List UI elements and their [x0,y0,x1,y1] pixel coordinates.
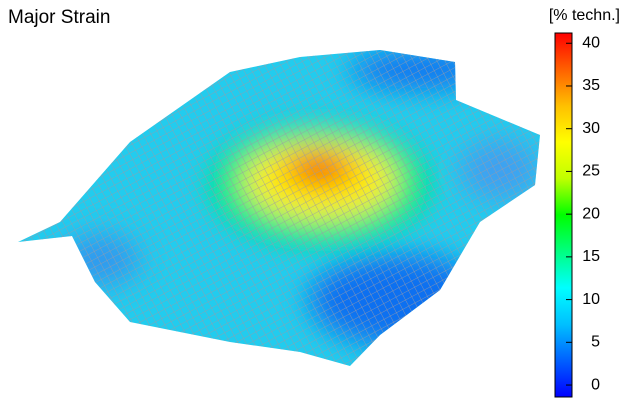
colorbar-tick-label: 0 [591,376,600,393]
colorbar-tick-label: 40 [582,34,600,51]
title: Major Strain [8,7,110,28]
colorbar-tick-label: 25 [582,163,600,180]
colorbar-tick-label: 10 [582,291,600,308]
strain-surface [0,40,560,380]
colorbar-tick-label: 35 [582,77,600,94]
colorbar-label: [% techn.] [549,7,620,24]
colorbar-tick-label: 20 [582,205,600,222]
colorbar-tick-label: 5 [591,334,600,351]
screen: Major Strain [% techn.] 0 5 10 15 20 25 30 35 40 [0,0,623,400]
colorbar-tick-label: 15 [582,248,600,265]
colorbar: [% techn.] 0 5 10 15 20 25 30 35 40 [549,7,620,397]
colorbar-tick-label: 30 [582,120,600,137]
